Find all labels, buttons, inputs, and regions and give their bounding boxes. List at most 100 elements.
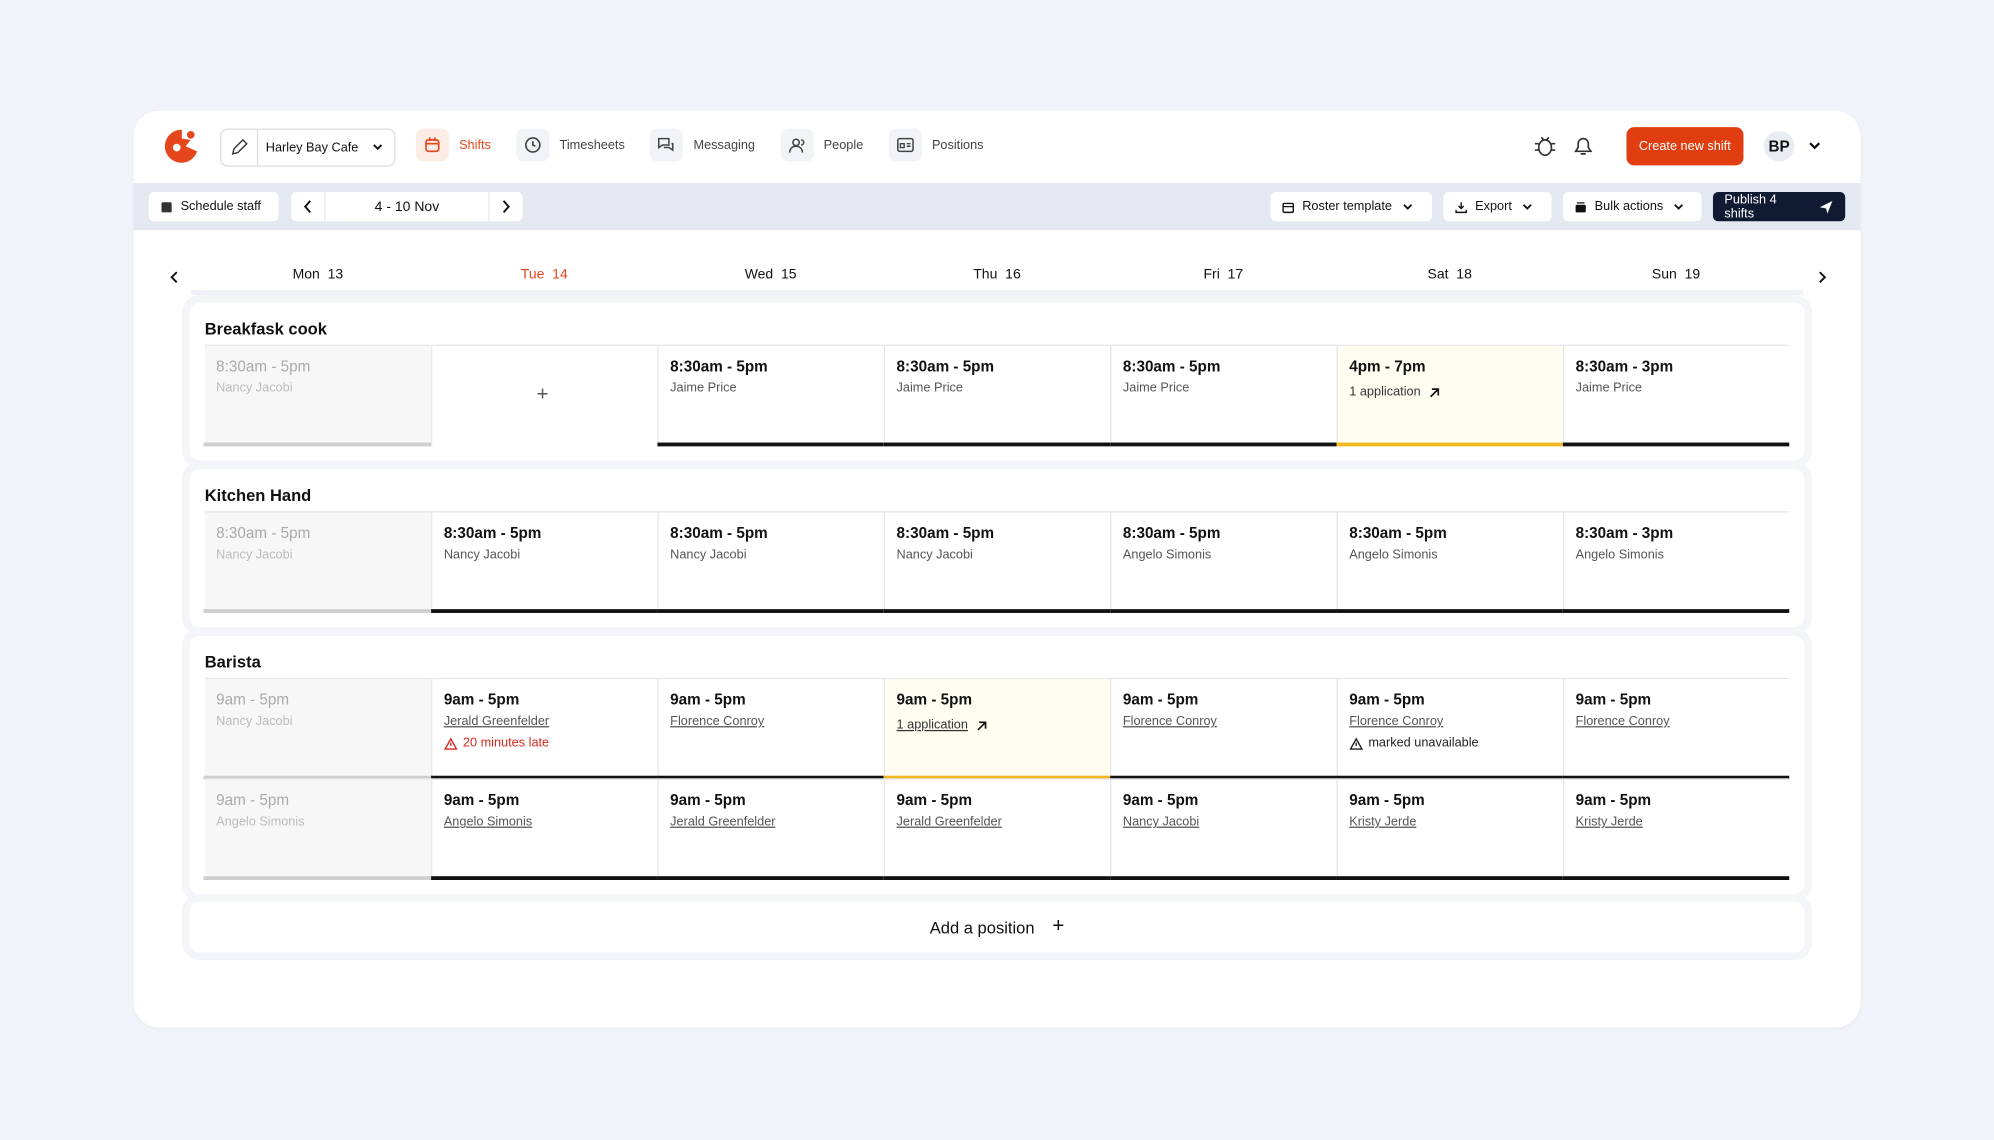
status-bar: [1336, 609, 1563, 613]
shift-cell[interactable]: 9am - 5pm Florence Conroy: [1110, 679, 1337, 780]
shift-cell[interactable]: 9am - 5pm Angelo Simonis: [431, 779, 658, 881]
shift-cell[interactable]: 8:30am - 5pm Angelo Simonis: [1336, 512, 1563, 613]
status-bar: [1336, 775, 1563, 780]
week-picker: 4 - 10 Nov: [291, 192, 523, 222]
shift-time: 8:30am - 5pm: [216, 523, 311, 542]
shift-cell[interactable]: 8:30am - 5pm Jaime Price: [883, 345, 1111, 447]
nav-tab[interactable]: Shifts: [415, 128, 491, 162]
shift-cell[interactable]: 9am - 5pm Kristy Jerde: [1562, 779, 1790, 881]
position-block: Kitchen Hand 8:30am - 5pm Nancy Jacobi 8:30…: [189, 469, 1805, 627]
icon: [1522, 203, 1532, 210]
status-bar: [883, 442, 1111, 447]
shift-time: 8:30am - 3pm: [1575, 523, 1674, 542]
shift-cell[interactable]: 8:30am - 5pm Nancy Jacobi: [431, 512, 658, 613]
alert-text: 20 minutes late: [462, 736, 550, 751]
status-bar: [1336, 442, 1563, 447]
publish-button[interactable]: Publish 4 shifts: [1712, 192, 1846, 222]
shift-cell[interactable]: 9am - 5pm Florence Conroy: [657, 679, 884, 780]
shift-person: Florence Conroy: [1122, 714, 1217, 729]
shift-cell[interactable]: 8:30am - 5pm Nancy Jacobi: [657, 512, 884, 613]
shift-cell[interactable]: 9am - 5pm Kristy Jerde: [1336, 779, 1563, 881]
tab-icon: [888, 128, 922, 162]
shift-cell[interactable]: 8:30am - 5pm Nancy Jacobi: [883, 512, 1111, 613]
day-label: Tue 14: [431, 254, 657, 290]
shift-person: Jaime Price: [1122, 381, 1190, 396]
status-bar: [431, 876, 658, 881]
position-block: Breakfask cook 8:30am - 5pm Nancy Jacobi +8…: [189, 302, 1805, 461]
nav-tabs: Shifts Timesheets Messaging People Positions: [415, 128, 1009, 162]
bell-icon[interactable]: [1557, 134, 1608, 159]
position-name: Barista: [204, 652, 261, 672]
shift-person: Jerald Greenfelder: [443, 714, 550, 729]
nav-tab[interactable]: Timesheets: [516, 128, 625, 162]
next-days[interactable]: [1815, 268, 1830, 286]
shift-person: Florence Conroy: [1349, 714, 1444, 729]
tab-label: Positions: [931, 137, 984, 152]
shift-person: Nancy Jacobi: [216, 548, 293, 563]
shift-time: 9am - 5pm: [443, 790, 520, 809]
shift-cell[interactable]: 9am - 5pm Jerald Greenfelder 20 minutes la…: [431, 679, 658, 780]
shift-cell[interactable]: 9am - 5pm Jerald Greenfelder: [883, 779, 1111, 881]
shift-cell[interactable]: 9am - 5pm Florence Conroy marked unavailab…: [1336, 679, 1563, 780]
shift-cell[interactable]: 8:30am - 5pm Nancy Jacobi: [203, 512, 432, 613]
icon: [443, 736, 458, 750]
day-label: Thu 16: [884, 254, 1110, 290]
shift-cell[interactable]: 9am - 5pm Jerald Greenfelder: [657, 779, 884, 881]
icon: [1282, 202, 1294, 213]
bug-icon[interactable]: [1532, 134, 1557, 159]
shift-cell[interactable]: 9am - 5pm Florence Conroy: [1562, 679, 1790, 780]
status-bar: [431, 609, 658, 613]
shift-time: 9am - 5pm: [1349, 790, 1425, 809]
application-link[interactable]: 1 application: [897, 718, 1111, 732]
unavailable-warning: marked unavailable: [1349, 736, 1563, 750]
application-text: 1 application: [1349, 385, 1421, 400]
shift-cell[interactable]: 9am - 5pm Nancy Jacobi: [203, 679, 432, 780]
toolbar-action[interactable]: Bulk actions: [1562, 192, 1702, 222]
shift-cell[interactable]: 8:30am - 5pm Angelo Simonis: [1110, 512, 1337, 613]
week-label: 4 - 10 Nov: [374, 199, 440, 215]
shift-row: 8:30am - 5pm Nancy Jacobi 8:30am - 5pm Nanc…: [203, 511, 1790, 613]
icon: [1349, 736, 1364, 750]
add-shift[interactable]: +: [536, 384, 549, 406]
nav-tab[interactable]: People: [780, 128, 863, 162]
shift-person: Kristy Jerde: [1349, 815, 1417, 830]
next-week[interactable]: [488, 192, 522, 222]
nav-tab[interactable]: Positions: [888, 128, 984, 162]
shift-cell[interactable]: +: [431, 345, 657, 447]
shift-time: 8:30am - 5pm: [670, 523, 768, 542]
shift-time: 9am - 5pm: [216, 790, 290, 809]
shift-cell[interactable]: 9am - 5pm Angelo Simonis: [203, 779, 432, 881]
shift-cell[interactable]: 9am - 5pm 1 application: [883, 679, 1111, 780]
edit-icon: [221, 129, 259, 166]
day-label: Mon 13: [205, 254, 431, 290]
shift-person: Angelo Simonis: [1575, 548, 1664, 563]
schedule-button[interactable]: Schedule staff: [148, 192, 279, 222]
nav-tab[interactable]: Messaging: [650, 128, 755, 162]
toolbar-action[interactable]: Export: [1443, 192, 1552, 222]
shift-cell[interactable]: 9am - 5pm Nancy Jacobi: [1110, 779, 1337, 881]
status-bar: [1562, 609, 1790, 613]
avatar[interactable]: BP: [1763, 130, 1795, 162]
icon: [525, 137, 541, 153]
position-name: Breakfask cook: [204, 319, 327, 339]
toolbar-action[interactable]: Roster template: [1270, 192, 1432, 222]
avatar-menu[interactable]: [1807, 139, 1822, 154]
status-bar: [1110, 609, 1337, 613]
action-label: Export: [1475, 199, 1512, 214]
day-header: Mon 13 Tue 14 Wed 15 Thu 16 Fri 17 Sat 18 Sun …: [190, 254, 1804, 296]
shift-cell[interactable]: 8:30am - 3pm Jaime Price: [1562, 345, 1790, 447]
add-position[interactable]: Add a position +: [189, 901, 1805, 953]
shift-cell[interactable]: 4pm - 7pm 1 application: [1336, 345, 1563, 447]
application-link[interactable]: 1 application: [1349, 385, 1563, 399]
status-bar: [203, 876, 432, 881]
location-select[interactable]: Harley Bay Cafe: [220, 128, 396, 167]
prev-week[interactable]: [291, 192, 326, 222]
position-block: Barista 9am - 5pm Nancy Jacobi 9am - 5pm Jer…: [189, 635, 1805, 894]
shift-cell[interactable]: 8:30am - 3pm Angelo Simonis: [1562, 512, 1790, 613]
shift-cell[interactable]: 8:30am - 5pm Jaime Price: [657, 345, 884, 447]
shift-cell[interactable]: 8:30am - 5pm Nancy Jacobi: [203, 345, 432, 447]
create-shift-button[interactable]: Create new shift: [1626, 127, 1744, 166]
prev-days[interactable]: [167, 268, 182, 286]
shift-cell[interactable]: 8:30am - 5pm Jaime Price: [1110, 345, 1337, 447]
